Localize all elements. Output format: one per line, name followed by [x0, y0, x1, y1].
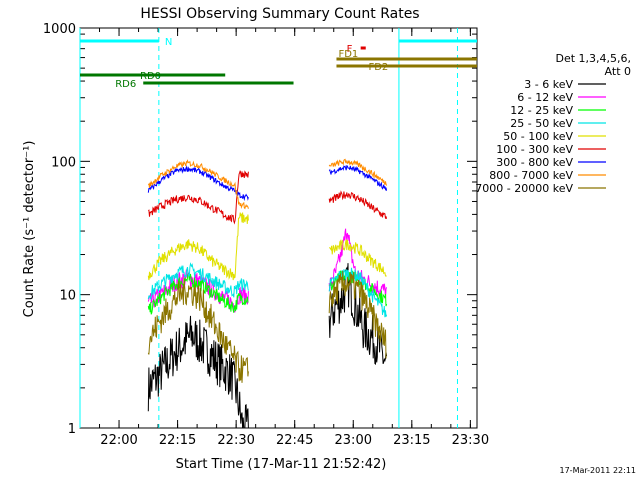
legend-label: 100 - 300 keV — [496, 143, 573, 156]
flag-label: RD6 — [115, 79, 136, 90]
legend-header: Det 1,3,4,5,6, — [555, 52, 631, 65]
legend-label: 800 - 7000 keV — [489, 169, 573, 182]
legend-label: 6 - 12 keV — [517, 91, 573, 104]
x-axis-label: Start Time (17-Mar-11 21:52:42) — [176, 457, 387, 472]
series-line — [147, 212, 387, 281]
y-tick-label: 100 — [51, 155, 76, 170]
plot-area: 1 10 100 1000 22:00 22:15 22:30 22:45 23:00 23:15… — [43, 22, 489, 448]
x-tick-label: 23:15 — [393, 433, 430, 448]
series-line — [147, 270, 387, 383]
legend-label: 3 - 6 keV — [524, 78, 573, 91]
series-line — [147, 165, 388, 202]
x-tick-label: 22:00 — [100, 433, 137, 448]
legend-label: 25 - 50 keV — [510, 117, 573, 130]
x-tick-label: 23:00 — [335, 433, 372, 448]
y-tick-label: 10 — [59, 289, 76, 304]
series-line — [147, 158, 388, 210]
x-tick-label: 22:45 — [276, 433, 313, 448]
flag-label: F — [347, 44, 353, 55]
flag-label: FD1 — [338, 49, 358, 60]
y-tick-label: 1 — [68, 422, 76, 437]
series-line — [147, 263, 388, 429]
x-tick-label: 22:15 — [159, 433, 196, 448]
x-tick-label: 23:30 — [452, 433, 489, 448]
legend-label: 7000 - 20000 keV — [475, 182, 573, 195]
legend-label: 50 - 100 keV — [503, 130, 573, 143]
flag-label: RD0 — [140, 71, 161, 82]
timestamp-label: 17-Mar-2011 22:11 — [560, 466, 637, 475]
legend-label: 300 - 800 keV — [496, 156, 573, 169]
x-tick-label: 22:30 — [217, 433, 254, 448]
chart-title: HESSI Observing Summary Count Rates — [140, 6, 419, 22]
y-axis-label: Count Rate (s⁻¹ detector⁻¹) — [22, 141, 37, 318]
legend-header: Att 0 — [605, 65, 631, 78]
legend-label: 12 - 25 keV — [510, 104, 573, 117]
series-line — [147, 170, 388, 225]
flag-label: N — [165, 37, 172, 48]
flag-label: FD2 — [368, 62, 388, 73]
y-tick-label: 1000 — [43, 22, 76, 37]
